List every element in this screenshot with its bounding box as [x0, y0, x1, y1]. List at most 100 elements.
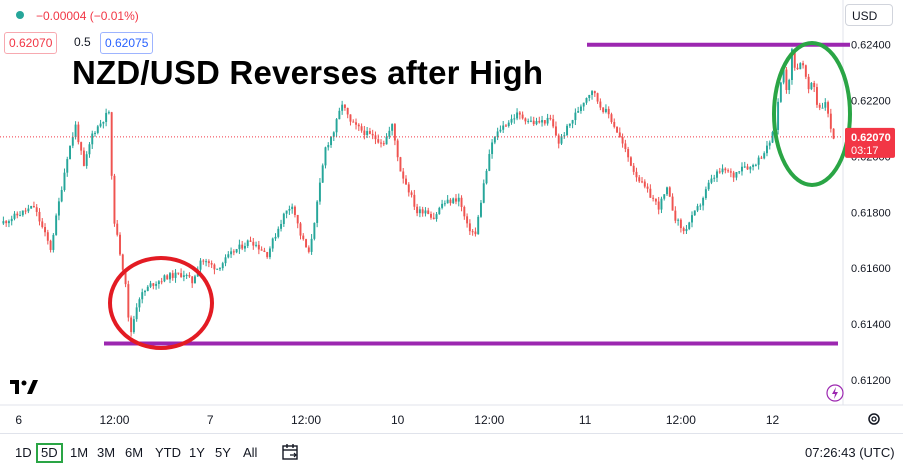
candle: [385, 136, 388, 145]
candle: [102, 121, 105, 124]
candle: [713, 177, 716, 179]
candle: [257, 244, 260, 250]
candle: [241, 244, 244, 249]
candle: [771, 132, 774, 143]
candle: [493, 136, 496, 143]
candle: [105, 112, 108, 122]
candle: [621, 137, 624, 144]
candle: [432, 217, 435, 220]
candle: [202, 260, 205, 262]
range-button-all[interactable]: All: [243, 445, 258, 460]
currency-selector[interactable]: USD: [845, 4, 893, 26]
range-button-6m[interactable]: 6M: [125, 445, 144, 460]
candle: [604, 108, 607, 112]
candle: [363, 130, 366, 136]
candle: [285, 210, 288, 214]
candle: [171, 273, 174, 278]
range-button-1y[interactable]: 1Y: [189, 445, 205, 460]
candle: [627, 149, 630, 158]
range-button-ytd[interactable]: YTD: [155, 445, 181, 460]
candle: [638, 177, 641, 182]
ask-price[interactable]: 0.62075: [100, 32, 154, 54]
candle: [421, 209, 424, 214]
candle: [460, 197, 463, 207]
candle: [57, 201, 60, 216]
candle: [330, 136, 333, 146]
candle: [246, 240, 249, 246]
market-status-icon: [16, 11, 24, 19]
y-tick-label: 0.61600: [851, 263, 891, 275]
candle: [41, 221, 44, 228]
candle: [235, 249, 238, 253]
candle: [618, 132, 621, 138]
candle: [635, 171, 638, 178]
range-button-5d[interactable]: 5D: [36, 443, 63, 463]
candle: [613, 121, 616, 127]
candle: [360, 126, 363, 131]
candle: [166, 275, 169, 280]
candle: [74, 124, 77, 138]
candle: [796, 67, 799, 70]
calendar-icon[interactable]: [281, 443, 299, 461]
candle: [113, 175, 116, 224]
candle: [177, 272, 180, 274]
x-tick-label: 6: [15, 413, 22, 427]
candle: [138, 299, 141, 308]
candle: [310, 238, 313, 252]
candle: [413, 194, 416, 207]
candle: [729, 171, 732, 173]
candle: [741, 166, 743, 172]
candle: [799, 63, 802, 70]
candle: [435, 214, 438, 220]
candle: [355, 122, 357, 125]
candle: [571, 120, 574, 124]
candle: [24, 210, 27, 212]
candle: [716, 171, 718, 178]
range-button-1m[interactable]: 1M: [70, 445, 89, 460]
candle: [418, 209, 421, 214]
candle: [654, 198, 657, 202]
price-tag-value: 0.62070: [851, 132, 891, 144]
candle: [121, 254, 124, 270]
low-highlight-circle[interactable]: [108, 256, 214, 350]
candle: [368, 131, 371, 134]
range-button-3m[interactable]: 3M: [97, 445, 116, 460]
candle: [513, 118, 516, 120]
candle: [424, 210, 427, 214]
candle: [402, 171, 405, 179]
candle: [91, 133, 94, 145]
high-highlight-circle[interactable]: [772, 41, 852, 187]
candle: [141, 292, 144, 300]
lightning-icon[interactable]: [826, 384, 844, 402]
candle: [21, 210, 24, 216]
candle: [30, 206, 33, 209]
bid-price[interactable]: 0.62070: [4, 32, 58, 54]
candle: [238, 244, 241, 250]
gear-icon[interactable]: [866, 411, 882, 427]
candle: [216, 268, 219, 270]
candle: [416, 206, 419, 214]
candle: [574, 112, 577, 121]
candle: [227, 254, 230, 258]
candle: [524, 118, 527, 122]
candle: [704, 189, 707, 199]
y-tick-label: 0.61800: [851, 207, 891, 219]
candle: [477, 216, 480, 235]
candle: [96, 126, 99, 133]
candle: [818, 104, 821, 108]
utc-clock[interactable]: 07:26:43 (UTC): [805, 445, 895, 460]
candle: [5, 221, 8, 224]
candle: [116, 223, 119, 235]
candle: [554, 126, 557, 136]
candle: [735, 172, 738, 178]
range-button-1d[interactable]: 1D: [15, 445, 32, 460]
candle: [352, 121, 355, 123]
candle: [346, 107, 349, 115]
candle: [194, 276, 196, 284]
candle: [807, 76, 810, 90]
candle: [782, 69, 785, 83]
range-button-5y[interactable]: 5Y: [215, 445, 231, 460]
candle: [646, 186, 649, 189]
